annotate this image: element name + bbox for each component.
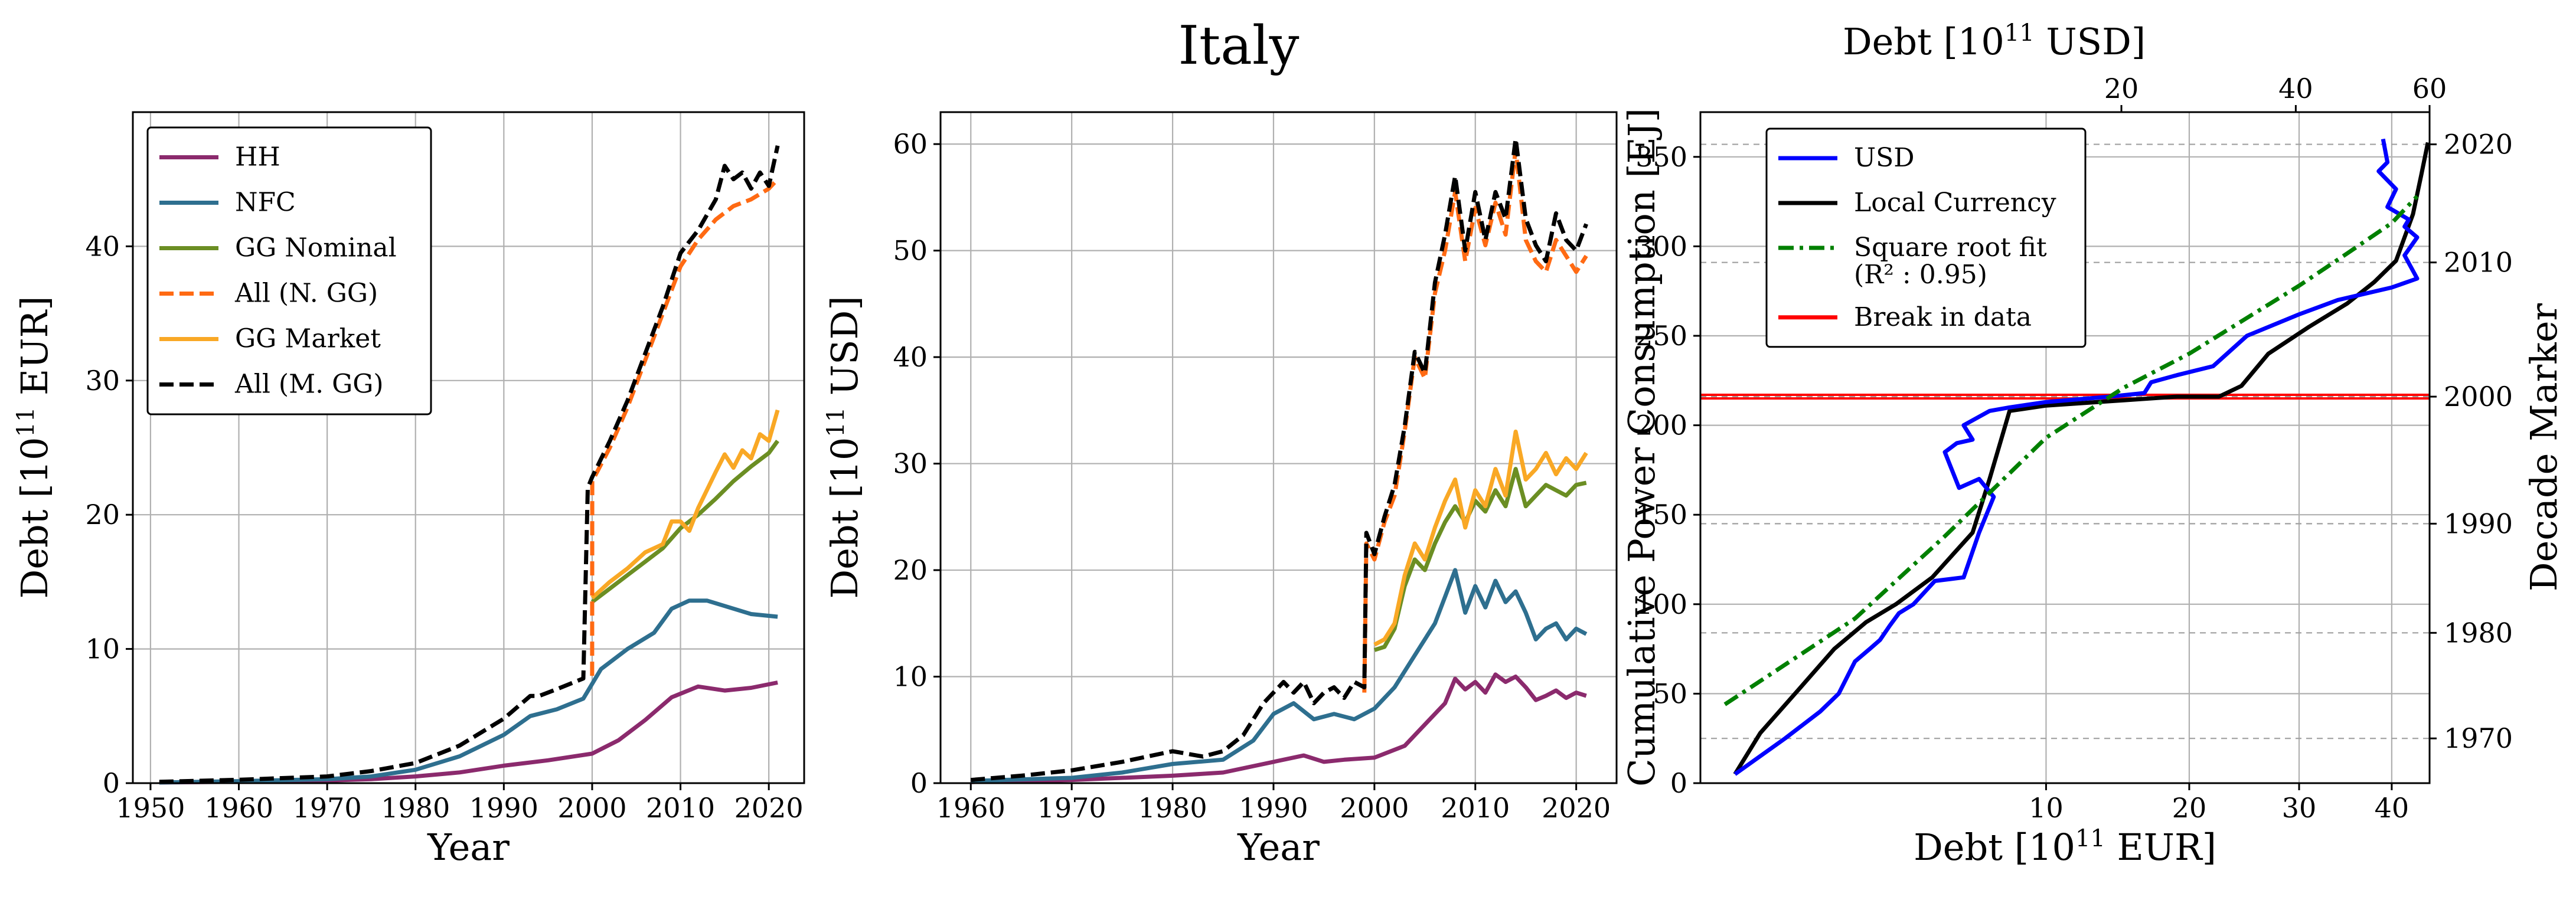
x-axis-label: Year <box>427 826 510 869</box>
legend-label-NFC: NFC <box>235 188 296 218</box>
x-tick-label: 2020 <box>734 792 804 824</box>
y-tick-label: 20 <box>893 554 928 586</box>
x-axis-label: Year <box>1237 826 1320 869</box>
y-tick-label: 150 <box>1635 499 1687 531</box>
top-x-tick-label: 20 <box>2104 73 2139 104</box>
x-tick-label: 1970 <box>1037 792 1106 824</box>
y-axis-label: Debt [1011 USD] <box>822 296 866 598</box>
series-NFC <box>971 568 1588 783</box>
series-HH <box>159 680 778 785</box>
y-tick-label: 50 <box>1653 678 1687 709</box>
decade-marker-label: 2000 <box>2444 381 2513 413</box>
y-tick-label: 20 <box>85 499 120 531</box>
y-tick-label: 350 <box>1635 141 1687 173</box>
x-axis-label: Debt [1011 EUR] <box>1914 825 2216 869</box>
y-tick-label: 40 <box>893 341 928 373</box>
legend-box <box>1765 127 2087 348</box>
x-tick-label: 1990 <box>469 792 538 824</box>
series-local <box>1733 142 2430 775</box>
x-tick-label: 2020 <box>1542 792 1611 824</box>
decade-marker-label: 2010 <box>2444 247 2513 279</box>
series-all_m_gg <box>159 145 780 784</box>
x-tick-label: 1970 <box>293 792 362 824</box>
y-tick-label: 0 <box>910 767 928 799</box>
decade-marker-label: 1970 <box>2444 722 2513 754</box>
y-tick-label: 10 <box>893 661 928 693</box>
legend-label-fit: Square root fit <box>1854 233 2047 263</box>
y-tick-label: 50 <box>893 235 928 267</box>
decade-marker-label: 1990 <box>2444 508 2513 539</box>
figure-suptitle: Italy <box>1178 15 1299 77</box>
y-tick-label: 10 <box>85 633 120 665</box>
legend-label-local: Local Currency <box>1854 188 2056 218</box>
legend-label-all_m_gg: All (M. GG) <box>234 369 384 400</box>
series-GG_market <box>590 409 780 600</box>
x-tick-label: 40 <box>2375 792 2410 824</box>
x-tick-label: 2010 <box>1441 792 1510 824</box>
right-chart: 10 20 30 40 0 50 100 150 200 250 300 350 20 40 60 1970 1… <box>1620 19 2565 869</box>
left-chart: 1950 1960 1970 1980 1990 2000 2010 2020 0 10 20 30 4… <box>12 111 805 869</box>
top-x-tick-label: 40 <box>2278 73 2313 104</box>
x-tick-label: 20 <box>2172 792 2207 824</box>
x-tick-label: 1960 <box>936 792 1005 824</box>
legend-label-HH: HH <box>235 142 280 172</box>
axes-frame <box>939 111 1618 784</box>
x-tick-label: 1990 <box>1239 792 1308 824</box>
y-tick-label: 60 <box>893 128 928 160</box>
axes-frame <box>132 111 805 784</box>
y-tick-label: 0 <box>103 767 120 799</box>
x-tick-label: 1980 <box>381 792 450 824</box>
x-tick-label: 2000 <box>1340 792 1409 824</box>
series-HH <box>971 672 1587 784</box>
axes-frame <box>1699 111 2431 784</box>
legend-label-GG_nominal: GG Nominal <box>235 233 397 263</box>
x-tick-label: 2010 <box>646 792 715 824</box>
y-tick-label: 100 <box>1635 588 1687 620</box>
legend-box <box>146 126 432 415</box>
legend-sublabel-fit: (R² : 0.95) <box>1854 260 1987 290</box>
series-all_n_gg <box>590 178 779 676</box>
y-tick-label: 0 <box>1670 767 1687 799</box>
legend-label-all_n_gg: All (N. GG) <box>234 279 378 309</box>
decade-marker-label: 2020 <box>2444 129 2513 161</box>
x-tick-label: 1950 <box>116 792 185 824</box>
y-axis-label: Debt [1011 EUR] <box>12 296 56 599</box>
x-tick-label: 2000 <box>557 792 626 824</box>
legend-label-GG_market: GG Market <box>235 324 381 354</box>
y-tick-label: 300 <box>1635 230 1687 262</box>
x-tick-label: 10 <box>2029 792 2064 824</box>
series-NFC <box>159 598 778 785</box>
series-fit <box>1723 195 2419 706</box>
y-tick-label: 30 <box>893 448 928 480</box>
y-axis-label: Cumulative Power Consumption [EJ] <box>1620 108 1663 787</box>
series-usd <box>1733 138 2420 776</box>
right-y-axis-label: Decade Marker <box>2522 303 2565 592</box>
series-all_m_gg <box>971 136 1588 783</box>
series-GG_nominal <box>1373 467 1587 652</box>
y-tick-label: 250 <box>1635 320 1687 352</box>
y-tick-label: 200 <box>1635 410 1687 441</box>
series-GG_market <box>1373 429 1588 647</box>
decade-marker-label: 1980 <box>2444 617 2513 649</box>
x-tick-label: 30 <box>2282 792 2317 824</box>
y-tick-label: 40 <box>85 230 120 262</box>
legend-label-usd: USD <box>1854 143 1915 173</box>
top-x-axis-label: Debt [1011 USD] <box>1843 19 2146 63</box>
series-all_n_gg <box>1362 147 1588 693</box>
legend-label-break: Break in data <box>1854 302 2032 332</box>
middle-chart: 1960 1970 1980 1990 2000 2010 2020 0 10 20 30 40 50 6… <box>822 111 1618 869</box>
y-tick-label: 30 <box>85 365 120 397</box>
top-x-tick-label: 60 <box>2412 73 2447 104</box>
x-tick-label: 1960 <box>204 792 273 824</box>
x-tick-label: 1980 <box>1138 792 1207 824</box>
series-GG_nominal <box>590 440 779 604</box>
